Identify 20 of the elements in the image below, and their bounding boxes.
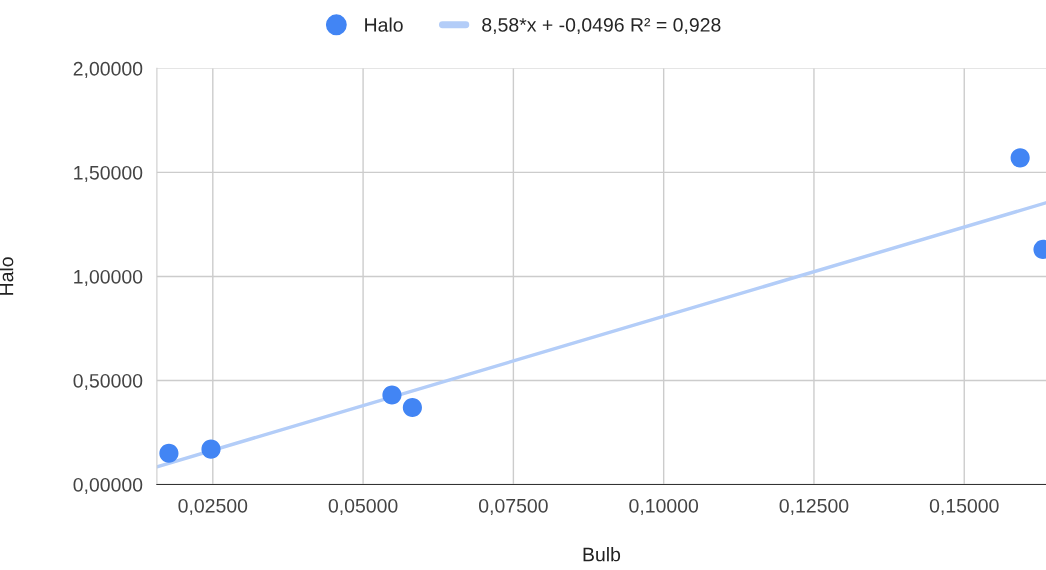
x-tick-label: 0,02500 bbox=[178, 498, 248, 515]
point bbox=[159, 443, 179, 463]
x-tick-label: 0,10000 bbox=[629, 498, 699, 515]
y-tick-label: 2,00000 bbox=[73, 61, 143, 78]
x-tick-label: 0,12500 bbox=[779, 498, 849, 515]
x-tick-label: 0,05000 bbox=[328, 498, 398, 515]
point bbox=[201, 439, 221, 459]
y-axis-title: Halo bbox=[0, 257, 14, 295]
x-tick-label: 0,07500 bbox=[479, 498, 548, 515]
y-tick-label: 1,50000 bbox=[74, 165, 143, 182]
point bbox=[402, 397, 422, 418]
legend-label: Halo bbox=[365, 17, 403, 32]
point bbox=[382, 385, 402, 405]
y-tick-label: 0,00000 bbox=[73, 477, 143, 495]
legend-label: 8,58*x + -0,0496 R² = 0,928 bbox=[482, 18, 721, 35]
y-tick-label: 1,00000 bbox=[74, 269, 143, 286]
x-axis-title: Bulb bbox=[583, 547, 621, 562]
y-tick-label: 0,50000 bbox=[73, 373, 143, 391]
point bbox=[1010, 148, 1030, 168]
x-tick-label: 0,15000 bbox=[929, 498, 999, 515]
